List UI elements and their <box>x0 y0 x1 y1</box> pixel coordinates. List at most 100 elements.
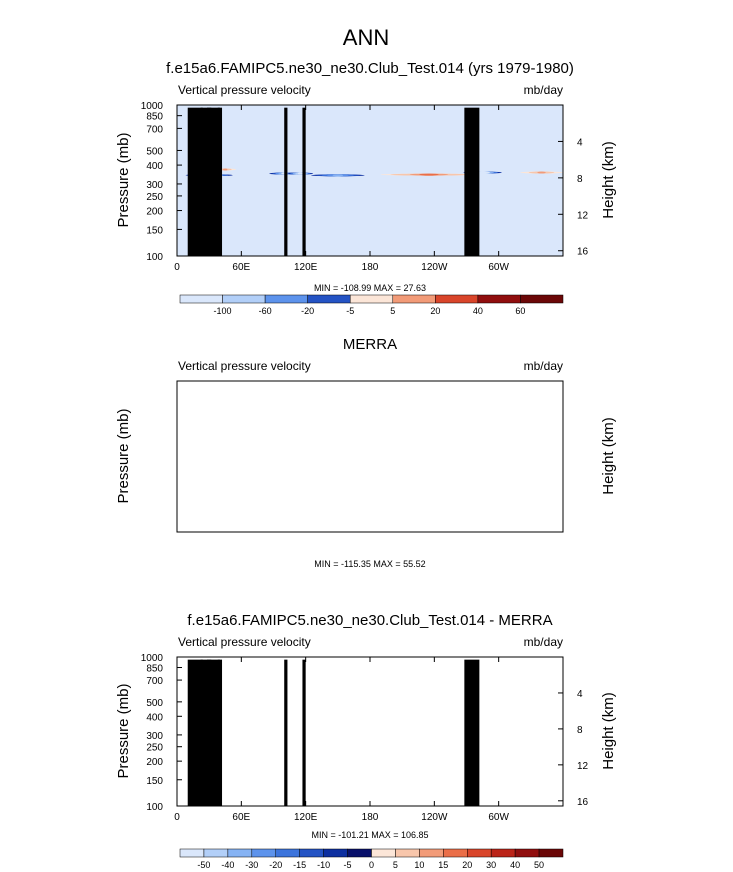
colorbar-swatch <box>323 848 348 858</box>
contour-region <box>231 715 241 717</box>
contour-region <box>233 715 240 717</box>
colorbar-swatch <box>477 294 521 304</box>
colorbar-swatch <box>275 848 300 858</box>
y-tick-label: 1000 <box>141 653 164 664</box>
y-tick-label: 700 <box>146 124 163 135</box>
min-max-label: MIN = -115.35 MAX = 55.52 <box>314 559 425 569</box>
y-tick-label: 500 <box>146 146 163 157</box>
contour-region <box>223 168 228 171</box>
colorbar-label: 20 <box>462 860 472 870</box>
y-tick-label: 300 <box>146 731 163 742</box>
min-max-label: MIN = -101.21 MAX = 106.85 <box>311 830 428 840</box>
contour-region <box>184 715 187 717</box>
heatmap-field <box>177 657 568 806</box>
colorbar-label: 20 <box>430 306 440 316</box>
heatmap-background <box>177 105 563 256</box>
colorbar: -50 -40 -30 -20 -15 -10 -5 0 5 10 15 20 30 40 50 <box>179 848 564 870</box>
y-tick-label: 300 <box>146 180 163 191</box>
colorbar-label: -50 <box>197 860 210 870</box>
land-block <box>302 107 306 257</box>
colorbar-label: 10 <box>414 860 424 870</box>
panel-3: f.e15a6.FAMIPC5.ne30_ne30.Club_Test.014 … <box>115 612 617 840</box>
x-tick-label: 60W <box>488 262 509 273</box>
right-label: mb/day <box>524 83 563 97</box>
land-block <box>464 659 480 806</box>
contour-region <box>525 717 568 719</box>
y-axis-height: 16 12 8 4 <box>558 137 589 258</box>
colorbar-swatch <box>264 294 308 304</box>
contour-region <box>310 717 322 719</box>
y-tick-label: 850 <box>146 112 163 123</box>
colorbar-swatch <box>251 848 276 858</box>
colorbar-label: 5 <box>390 306 395 316</box>
contour-region <box>332 174 344 177</box>
contour-region <box>487 715 500 717</box>
x-tick-label: 120W <box>421 812 448 823</box>
contour-region <box>293 717 302 719</box>
land-mask <box>187 107 480 257</box>
contour-region <box>543 717 552 719</box>
y-axis-height: 16 12 8 4 <box>558 689 589 808</box>
colorbar-swatch <box>467 848 492 858</box>
colorbar-label: 15 <box>438 860 448 870</box>
colorbar-label: -100 <box>214 306 232 316</box>
colorbar-swatch <box>419 848 444 858</box>
y-tick-label: 100 <box>146 252 163 263</box>
y-axis-right-title: Height (km) <box>600 692 617 770</box>
y-tick-label: 250 <box>146 192 163 203</box>
contour-region <box>313 717 319 719</box>
colorbar-swatch <box>222 294 266 304</box>
contour-region <box>297 172 303 175</box>
colorbar-swatch <box>490 848 516 858</box>
contour-region <box>489 715 498 717</box>
y-axis-right-title: Height (km) <box>600 141 617 219</box>
x-tick-label: 0 <box>174 262 180 273</box>
land-block <box>284 659 288 806</box>
colorbar-label: -40 <box>221 860 234 870</box>
colorbar-label: 40 <box>510 860 520 870</box>
y-tick-label: 850 <box>146 664 163 675</box>
contour-region <box>534 717 560 719</box>
contour-region <box>491 715 495 717</box>
contour-region <box>329 715 346 717</box>
colorbar-swatch <box>514 848 540 858</box>
contour-region <box>315 717 318 719</box>
contour-region <box>334 715 341 717</box>
panel-title: f.e15a6.FAMIPC5.ne30_ne30.Club_Test.014 … <box>166 60 574 77</box>
contour-region <box>229 715 243 717</box>
panel-1: f.e15a6.FAMIPC5.ne30_ne30.Club_Test.014 … <box>115 60 617 316</box>
colorbar-label: -30 <box>245 860 258 870</box>
contour-region <box>537 171 546 174</box>
colorbar-label: 50 <box>534 860 544 870</box>
contour-region <box>275 719 284 721</box>
x-tick-label: 0 <box>174 812 180 823</box>
right-label: mb/day <box>524 635 563 649</box>
colorbar-swatch <box>203 848 229 858</box>
y-tick-label: 100 <box>146 802 163 813</box>
land-block <box>200 107 212 257</box>
colorbar-swatch <box>371 848 396 858</box>
colorbar-label: -20 <box>301 306 314 316</box>
contour-region <box>331 715 345 717</box>
colorbar-swatch <box>443 848 468 858</box>
y-right-tick-label: 4 <box>577 137 583 148</box>
land-block <box>187 107 203 257</box>
colorbar: -100 -60 -20 -5 5 20 40 60 <box>179 294 564 316</box>
y-tick-label: 1000 <box>141 101 164 112</box>
colorbar-swatch <box>307 294 351 304</box>
contour-region <box>234 715 237 717</box>
contour-region <box>277 719 281 721</box>
land-block <box>217 659 223 806</box>
land-block <box>302 659 306 806</box>
figure-title: ANN <box>343 25 389 50</box>
left-label: Vertical pressure velocity <box>178 635 311 649</box>
y-right-tick-label: 16 <box>577 247 589 258</box>
y-tick-label: 400 <box>146 712 163 723</box>
land-block <box>284 107 288 257</box>
x-tick-label: 60E <box>232 812 250 823</box>
contour-region <box>336 715 339 717</box>
contour-region <box>294 717 300 719</box>
land-block <box>200 659 212 806</box>
